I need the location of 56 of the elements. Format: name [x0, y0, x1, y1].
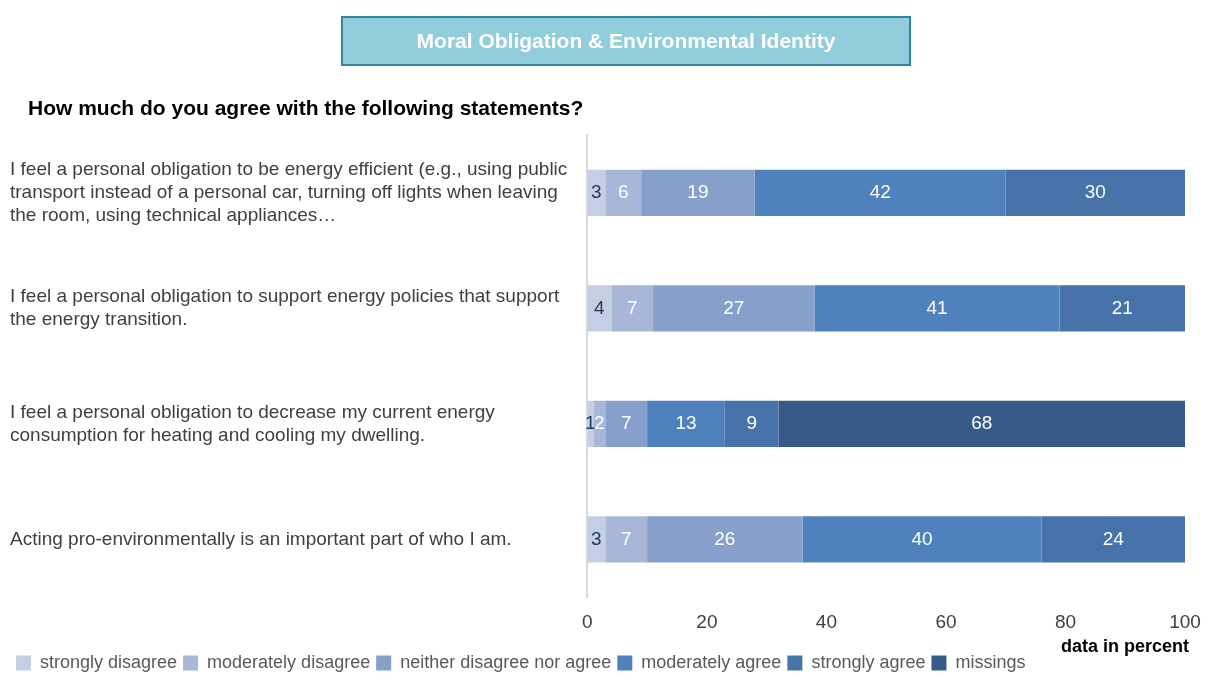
bar	[754, 169, 1006, 216]
y-tick-label: I feel a personal obligation to decrease my current energy consumption for heating and cooling my dwelling.	[10, 400, 496, 445]
bar	[653, 285, 815, 332]
x-tick-label: 0	[582, 610, 593, 632]
data-label: 26	[714, 527, 736, 549]
bar	[1059, 285, 1185, 332]
legend-label: neither disagree nor agree	[400, 651, 612, 672]
x-tick-label: 80	[1054, 610, 1077, 632]
data-label: 41	[926, 296, 948, 318]
bar	[605, 516, 648, 563]
x-tick-label: 40	[815, 610, 837, 632]
legend-label: strongly disagree	[40, 651, 178, 672]
data-label: 13	[675, 412, 697, 434]
y-tick-label: I feel a personal obligation to be energy efficient (e.g., using public transport instead of a personal car, turning off lights when leaving the room, using technical appliances…	[10, 158, 568, 225]
data-label: 42	[869, 181, 891, 203]
bar	[605, 400, 648, 447]
data-label: 7	[626, 296, 638, 318]
legend-label: moderately disagree	[207, 651, 371, 672]
text: How much do you agree with the following statements?	[28, 96, 584, 120]
x-tick-label: 20	[696, 610, 718, 632]
legend-label: strongly agree	[811, 651, 926, 672]
data-label: 40	[911, 527, 933, 549]
data-label: 21	[1111, 296, 1133, 318]
data-label: 2	[594, 412, 605, 434]
data-label: 6	[617, 181, 629, 203]
bar	[647, 400, 725, 447]
legend-label: moderately agree	[641, 651, 782, 672]
bar	[778, 400, 1185, 447]
chart-title: Moral Obligation & Environmental Identity	[341, 16, 911, 66]
bar	[802, 516, 1042, 563]
data-label: 68	[971, 412, 993, 434]
bar	[605, 169, 642, 216]
data-label: 3	[591, 181, 602, 203]
bar	[1005, 169, 1185, 216]
y-tick-label: I feel a personal obligation to support energy policies that support the energy transition.	[10, 285, 560, 329]
data-label: 4	[594, 296, 606, 318]
x-tick-label: 100	[1169, 610, 1201, 632]
data-label: 27	[723, 296, 745, 318]
y-tick-label: Acting pro-environmentally is an important part of who I am.	[10, 527, 512, 549]
bar	[1041, 516, 1185, 563]
bar	[647, 516, 803, 563]
data-label: 3	[591, 527, 602, 549]
data-label: 9	[746, 412, 757, 434]
bar	[724, 400, 779, 447]
text: data in percent	[1060, 636, 1189, 657]
data-label: 24	[1102, 527, 1125, 549]
data-label: 1	[585, 412, 596, 434]
data-label: 19	[687, 181, 709, 203]
data-label: 30	[1084, 181, 1106, 203]
x-tick-label: 60	[935, 610, 957, 632]
bar	[814, 285, 1060, 332]
bar	[641, 169, 755, 216]
data-label: 7	[620, 527, 632, 549]
bar	[611, 285, 654, 332]
legend-label: missings	[955, 651, 1026, 672]
data-label: 7	[620, 412, 632, 434]
